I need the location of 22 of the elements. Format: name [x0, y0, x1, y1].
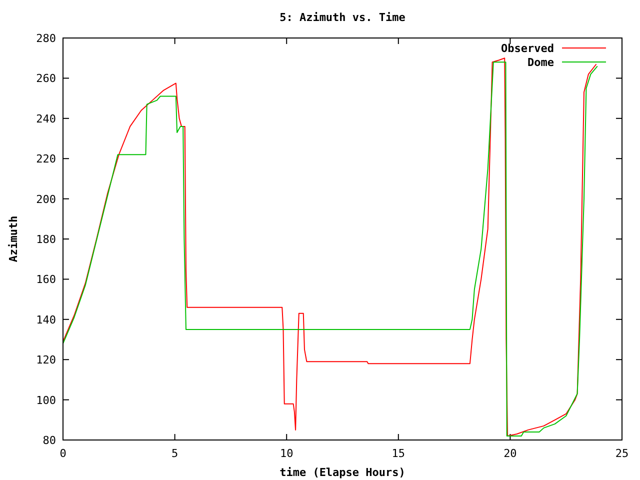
y-tick-label: 140 — [36, 313, 56, 326]
y-tick-label: 100 — [36, 394, 56, 407]
y-tick-label: 200 — [36, 192, 56, 206]
x-axis-title: time (Elapse Hours) — [280, 466, 406, 479]
y-axis-title: Azimuth — [7, 216, 20, 262]
x-tick-label: 5 — [171, 447, 178, 460]
y-tick-label: 280 — [36, 32, 56, 45]
x-tick-label: 10 — [280, 447, 294, 460]
y-tick-label: 240 — [36, 112, 56, 126]
x-tick-label: 25 — [615, 447, 629, 460]
legend-label: Observed — [501, 42, 554, 55]
y-tick-label: 80 — [42, 434, 56, 447]
y-tick-label: 220 — [36, 152, 56, 166]
x-tick-label: 0 — [60, 447, 66, 460]
chart-title: 5: Azimuth vs. Time — [280, 11, 406, 24]
x-tick-label: 20 — [504, 447, 517, 460]
y-tick-label: 260 — [36, 72, 56, 86]
x-tick-label: 15 — [392, 447, 406, 460]
y-tick-label: 120 — [36, 354, 56, 367]
legend-label: Dome — [528, 56, 554, 69]
y-tick-label: 160 — [36, 273, 56, 286]
y-tick-label: 180 — [36, 233, 56, 246]
